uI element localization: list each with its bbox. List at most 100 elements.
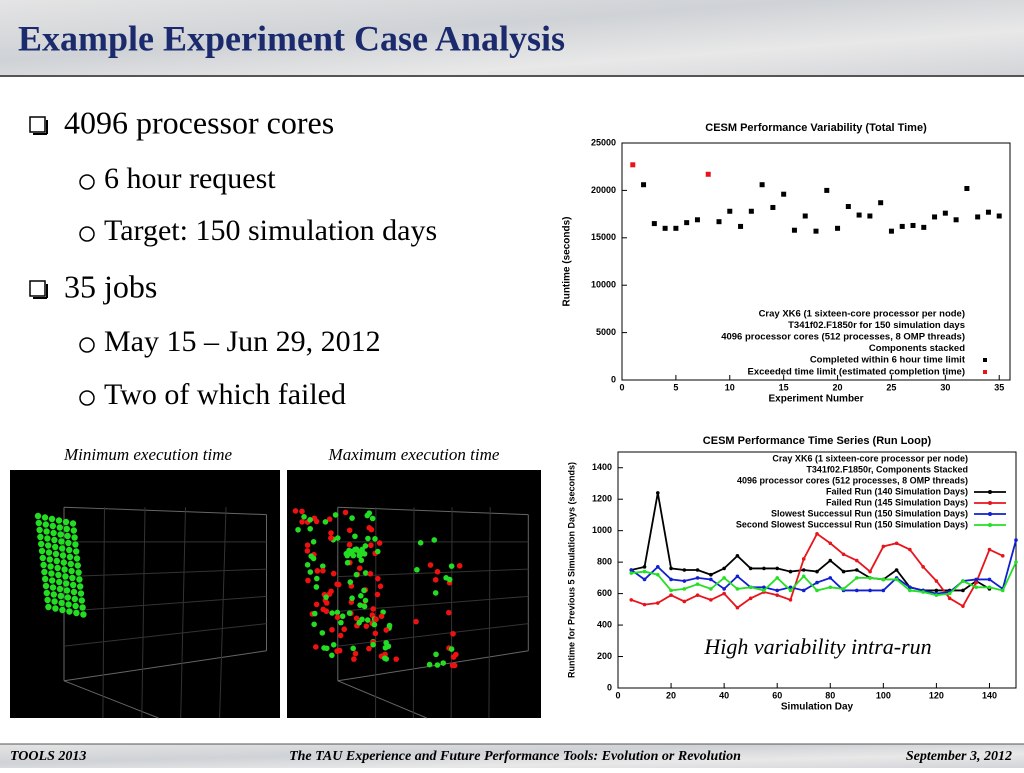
point (815, 581, 819, 585)
point (802, 589, 806, 593)
slide-title: Example Experiment Case Analysis (18, 18, 565, 58)
grid-3d (413, 507, 414, 718)
point (762, 567, 766, 571)
chart-title: CESM Performance Variability (Total Time… (705, 122, 927, 134)
particle (378, 584, 384, 590)
particle (72, 596, 78, 602)
point (921, 565, 925, 569)
particle (45, 542, 51, 548)
x-axis-label: Simulation Day (781, 702, 854, 713)
point (889, 229, 894, 234)
particle (331, 642, 337, 648)
particle (320, 630, 326, 636)
particle (449, 563, 455, 569)
particle (359, 547, 365, 553)
point (789, 589, 793, 593)
particle (54, 558, 60, 564)
particle (361, 588, 367, 594)
particle (70, 520, 76, 526)
point (974, 586, 978, 590)
point (835, 226, 840, 231)
particle (343, 510, 349, 516)
particle (335, 535, 341, 541)
particle (433, 590, 439, 596)
particle (357, 602, 363, 608)
particle (450, 631, 456, 637)
particle (59, 545, 65, 551)
x-tick-label: 0 (619, 382, 624, 392)
legend-dot (988, 512, 992, 516)
point (948, 597, 952, 601)
particle (338, 620, 344, 626)
point (749, 586, 753, 590)
particle (67, 554, 73, 560)
particle (314, 576, 320, 582)
point (815, 532, 819, 536)
point (961, 604, 965, 608)
point (669, 593, 673, 597)
point (696, 576, 700, 580)
footer-left: TOOLS 2013 (10, 749, 86, 764)
point (673, 226, 678, 231)
particle (314, 602, 320, 608)
y-tick-label: 20000 (591, 185, 616, 195)
particle (352, 533, 358, 539)
particle (363, 570, 369, 576)
particle (370, 642, 376, 648)
particle (305, 578, 311, 584)
point (867, 213, 872, 218)
point (846, 204, 851, 209)
particle (372, 536, 378, 542)
particle (57, 586, 63, 592)
particle (347, 542, 353, 548)
particle (301, 514, 307, 520)
particle (68, 561, 74, 567)
point (1001, 589, 1005, 593)
particle (320, 568, 326, 574)
particle (60, 552, 66, 558)
point (749, 209, 754, 214)
y-tick-label: 1000 (592, 525, 612, 535)
point (895, 578, 899, 582)
point (868, 589, 872, 593)
sub-bullet-text: May 15 – Jun 29, 2012 (104, 325, 381, 358)
particle (311, 556, 317, 562)
point (815, 570, 819, 574)
point (722, 587, 726, 591)
x-tick-label: 25 (886, 382, 896, 392)
point (775, 589, 779, 593)
overlay-text: High variability intra-run (703, 634, 931, 659)
particle (372, 622, 378, 628)
legend-label: Slowest Successul Run (150 Simulation Da… (771, 508, 968, 518)
point (932, 214, 937, 219)
point (643, 603, 647, 607)
particle (50, 584, 56, 590)
particle (50, 530, 56, 536)
particle (49, 577, 55, 583)
particle (382, 655, 388, 661)
point (882, 589, 886, 593)
particle (433, 652, 439, 658)
particle (305, 548, 311, 554)
particle (364, 623, 370, 629)
point (824, 188, 829, 193)
particle (61, 566, 67, 572)
y-tick-label: 0 (607, 682, 612, 692)
particle (65, 540, 71, 546)
particle (51, 598, 57, 604)
particle (335, 614, 341, 620)
y-tick-label: 800 (597, 557, 612, 567)
x-tick-label: 0 (615, 690, 620, 700)
y-tick-label: 1400 (592, 462, 612, 472)
point (669, 567, 673, 571)
particle (433, 577, 439, 583)
x-tick-label: 10 (725, 382, 735, 392)
particle (64, 587, 70, 593)
point (961, 589, 965, 593)
particle (35, 513, 41, 519)
point (802, 574, 806, 578)
legend-dot (988, 501, 992, 505)
sub-bullet-text: Target: 150 simulation days (104, 214, 437, 247)
caption: Maximum execution time (328, 445, 500, 464)
annotation: T341f02.F1850r, Components Stacked (806, 464, 968, 474)
